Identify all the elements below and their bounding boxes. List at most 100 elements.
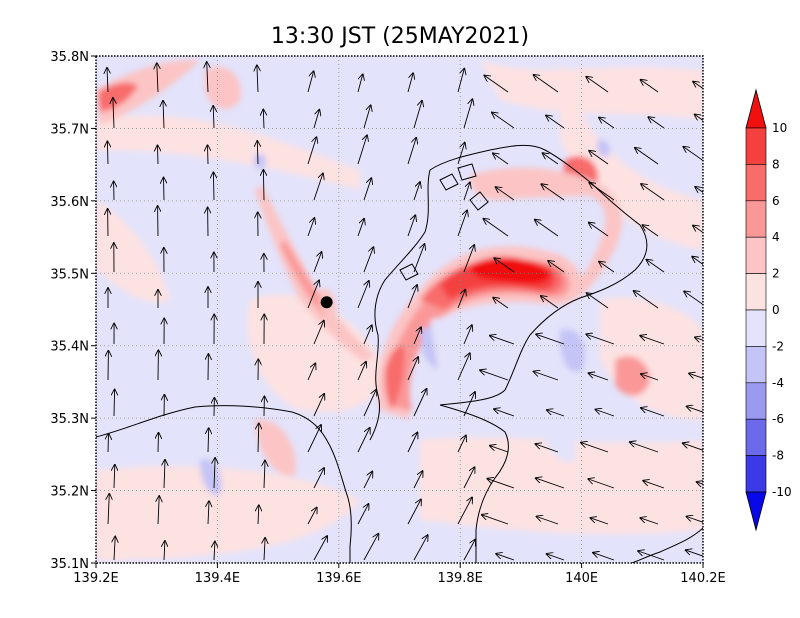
wind-vector (208, 428, 209, 453)
wind-vector (413, 244, 425, 273)
anomaly-field (96, 59, 703, 560)
wind-vector (313, 394, 324, 417)
wind-vector (407, 357, 418, 381)
wind-vector (487, 479, 515, 489)
wind-vector (457, 498, 472, 525)
lat-tick-label: 35.7N (50, 122, 89, 137)
port-islands (399, 163, 489, 281)
wind-vector (357, 75, 363, 93)
colorbar-min-arrow (745, 491, 767, 532)
wind-vector (457, 353, 470, 381)
wind-vector (589, 183, 615, 201)
wind-vector (363, 534, 378, 561)
wind-vector (581, 443, 609, 453)
wind-vector (484, 76, 509, 93)
wind-vector (463, 540, 475, 561)
colorbar-tick-label: -4 (772, 376, 784, 390)
yokohama-coastline (369, 169, 431, 441)
wind-vector (493, 153, 509, 165)
wind-vector (463, 245, 474, 273)
wind-vector (643, 225, 659, 237)
wind-vector (357, 281, 369, 309)
wind-vector (697, 482, 703, 488)
lat-tick-label: 35.5N (50, 267, 89, 282)
wind-vector (536, 334, 565, 345)
wind-vector (307, 364, 315, 381)
wind-vector (357, 504, 369, 525)
wind-vector (213, 173, 214, 201)
wind-vector (463, 183, 470, 201)
wind-vector (457, 211, 467, 237)
lat-tick-label: 35.3N (50, 412, 89, 427)
wind-vector (413, 389, 427, 417)
wind-vector (492, 113, 515, 129)
negative-anomaly-area (559, 329, 585, 372)
wind-vector (596, 410, 615, 417)
wind-vector (108, 434, 109, 453)
gridlines (96, 56, 703, 563)
wind-vector (213, 106, 214, 129)
wind-vector (258, 505, 259, 525)
wind-vector (413, 471, 423, 489)
wind-vector (113, 98, 114, 129)
wind-vector (641, 374, 659, 381)
wind-vector (363, 247, 373, 273)
wind-vector (313, 468, 324, 489)
wind-vector (413, 182, 420, 201)
wind-vector (593, 553, 615, 561)
wind-vector (363, 325, 372, 345)
wind-vector (363, 105, 371, 129)
wind-vector (490, 446, 509, 453)
wind-vector (687, 517, 703, 523)
wind-vector (307, 218, 314, 237)
wind-vector (496, 554, 515, 561)
colorbar-tick-label: 4 (772, 230, 780, 244)
wind-vector (407, 215, 415, 237)
lon-tick-label: 139.2E (73, 571, 118, 586)
wind-vector (457, 436, 466, 453)
wind-vector (599, 262, 615, 273)
wind-vector (457, 69, 464, 93)
positive-anomaly-area (420, 437, 703, 535)
tokyo-bay-east-coastline (429, 144, 648, 406)
wind-vector (684, 291, 703, 306)
wind-vector (695, 187, 703, 200)
wind-vector (547, 554, 565, 561)
wind-vector (586, 77, 609, 93)
colorbar-tick-label: 8 (772, 157, 780, 171)
negative-anomaly-area (200, 459, 222, 496)
lat-tick-label: 35.1N (50, 557, 89, 572)
wind-vector (535, 220, 559, 237)
wind-vector (648, 117, 665, 129)
wind-vector (357, 362, 366, 381)
positive-anomaly-area (247, 294, 382, 413)
wind-vector (258, 424, 259, 453)
wind-vector (463, 99, 472, 129)
wind-vector (695, 115, 703, 121)
wind-vector (207, 62, 208, 93)
wind-vector (158, 496, 159, 525)
wind-vector (463, 467, 475, 489)
wind-vector (307, 71, 314, 93)
colorbar-segment (745, 127, 767, 165)
wind-vector (548, 261, 565, 273)
wind-vector (457, 290, 465, 309)
wind-vector (313, 110, 319, 129)
wind-vector (264, 538, 265, 561)
wind-vector (686, 550, 703, 557)
wind-vector (313, 536, 327, 561)
wind-vector (357, 428, 370, 453)
wind-vector (114, 537, 115, 561)
colorbar: 10 8 6 4 2 0 -2 -4 -6 -8 -10 (745, 88, 792, 532)
wind-vector (457, 143, 465, 165)
wind-vector (313, 252, 322, 273)
plot-area (96, 56, 703, 563)
wind-vector (407, 500, 421, 525)
wind-vector (683, 443, 703, 451)
wind-vector (643, 481, 665, 489)
wind-vector (357, 135, 367, 165)
wind-vector (599, 118, 615, 129)
colorbar-segment (745, 455, 767, 493)
wind-vector (363, 390, 376, 417)
